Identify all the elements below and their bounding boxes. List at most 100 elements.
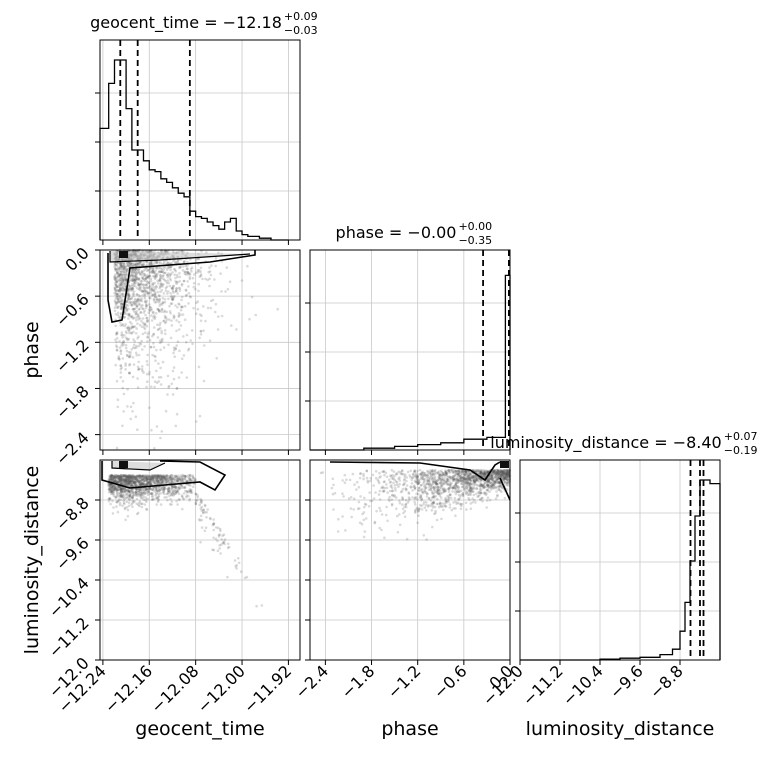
- sample-point: [488, 481, 492, 485]
- sample-point: [432, 486, 435, 490]
- x-tick-label: −8.8: [646, 661, 687, 702]
- sample-point: [172, 284, 175, 288]
- sample-point: [395, 472, 398, 475]
- sample-point: [445, 501, 448, 504]
- sample-point: [198, 269, 201, 272]
- sample-point: [170, 480, 173, 484]
- sample-point: [184, 288, 188, 292]
- sample-point: [128, 327, 132, 331]
- sample-point: [107, 490, 111, 494]
- sample-point: [166, 393, 169, 396]
- sample-point: [169, 268, 172, 272]
- sample-point: [123, 487, 126, 491]
- sample-point: [141, 475, 144, 478]
- sample-point: [113, 291, 116, 295]
- sample-point: [435, 502, 439, 506]
- sample-point: [126, 479, 130, 483]
- sample-point: [145, 474, 148, 477]
- sample-point: [187, 292, 191, 295]
- sample-point: [158, 489, 161, 492]
- sample-point: [184, 489, 187, 493]
- sample-point: [427, 478, 431, 481]
- sample-point: [137, 294, 141, 297]
- sample-point: [135, 492, 138, 495]
- sample-point: [152, 326, 156, 329]
- sample-point: [121, 280, 124, 284]
- sample-point: [127, 313, 130, 317]
- sample-point: [493, 472, 497, 476]
- sample-point: [473, 480, 477, 483]
- sample-point: [158, 279, 161, 282]
- sample-point: [476, 495, 480, 498]
- sample-point: [122, 479, 125, 482]
- sample-point: [110, 477, 114, 481]
- sample-point: [479, 482, 483, 485]
- sample-point: [119, 271, 123, 274]
- sample-point: [202, 329, 205, 333]
- sample-point: [481, 469, 484, 472]
- sample-point: [150, 476, 154, 480]
- sample-point: [200, 249, 203, 253]
- sample-point: [417, 509, 420, 513]
- sample-point: [127, 483, 131, 486]
- sample-point: [212, 528, 215, 532]
- x-tick-label: −1.8: [337, 661, 378, 702]
- sample-point: [498, 481, 501, 485]
- sample-point: [110, 483, 113, 486]
- sample-point: [163, 249, 167, 253]
- sample-point: [122, 273, 125, 276]
- sample-point: [502, 477, 506, 481]
- sample-point: [219, 272, 222, 275]
- sample-point: [132, 279, 135, 282]
- sample-point: [507, 472, 510, 475]
- sample-point: [150, 314, 153, 317]
- x-tick-label: −12.16: [101, 661, 156, 716]
- sample-point: [447, 490, 451, 494]
- sample-point: [499, 475, 502, 479]
- sample-point: [507, 481, 511, 485]
- sample-point: [138, 307, 141, 311]
- sample-point: [124, 343, 128, 347]
- sample-point: [133, 275, 137, 279]
- sample-point: [108, 484, 111, 488]
- sample-point: [499, 489, 502, 492]
- sample-point: [142, 272, 145, 275]
- sample-point: [469, 491, 472, 495]
- sample-point: [150, 474, 153, 477]
- sample-point: [151, 288, 154, 292]
- sample-point: [169, 265, 173, 269]
- sample-point: [127, 328, 130, 332]
- sample-point: [481, 474, 485, 478]
- sample-point: [119, 302, 123, 306]
- sample-point: [131, 261, 134, 265]
- sample-point: [465, 508, 468, 511]
- sample-point: [190, 478, 193, 481]
- sample-point: [133, 325, 137, 328]
- sample-point: [466, 479, 469, 483]
- sample-point: [465, 488, 469, 491]
- sample-point: [133, 491, 137, 494]
- sample-point: [167, 384, 171, 388]
- sample-point: [130, 322, 133, 325]
- sample-point: [492, 471, 496, 474]
- sample-point: [163, 310, 166, 314]
- sample-point: [169, 302, 173, 306]
- sample-point: [440, 486, 443, 490]
- sample-point: [125, 268, 129, 272]
- sample-point: [162, 488, 165, 491]
- sample-point: [447, 500, 450, 504]
- sample-point: [114, 289, 118, 292]
- sample-point: [125, 500, 128, 504]
- sample-point: [148, 274, 152, 278]
- sample-point: [138, 262, 141, 266]
- sample-point: [157, 492, 160, 496]
- sample-point: [450, 469, 454, 472]
- sample-point: [505, 472, 509, 476]
- sample-point: [137, 360, 140, 364]
- sample-point: [167, 266, 171, 269]
- sample-point: [119, 479, 122, 483]
- sample-point: [497, 472, 501, 476]
- sample-point: [233, 559, 237, 562]
- sample-point: [453, 473, 457, 477]
- sample-point: [120, 265, 124, 269]
